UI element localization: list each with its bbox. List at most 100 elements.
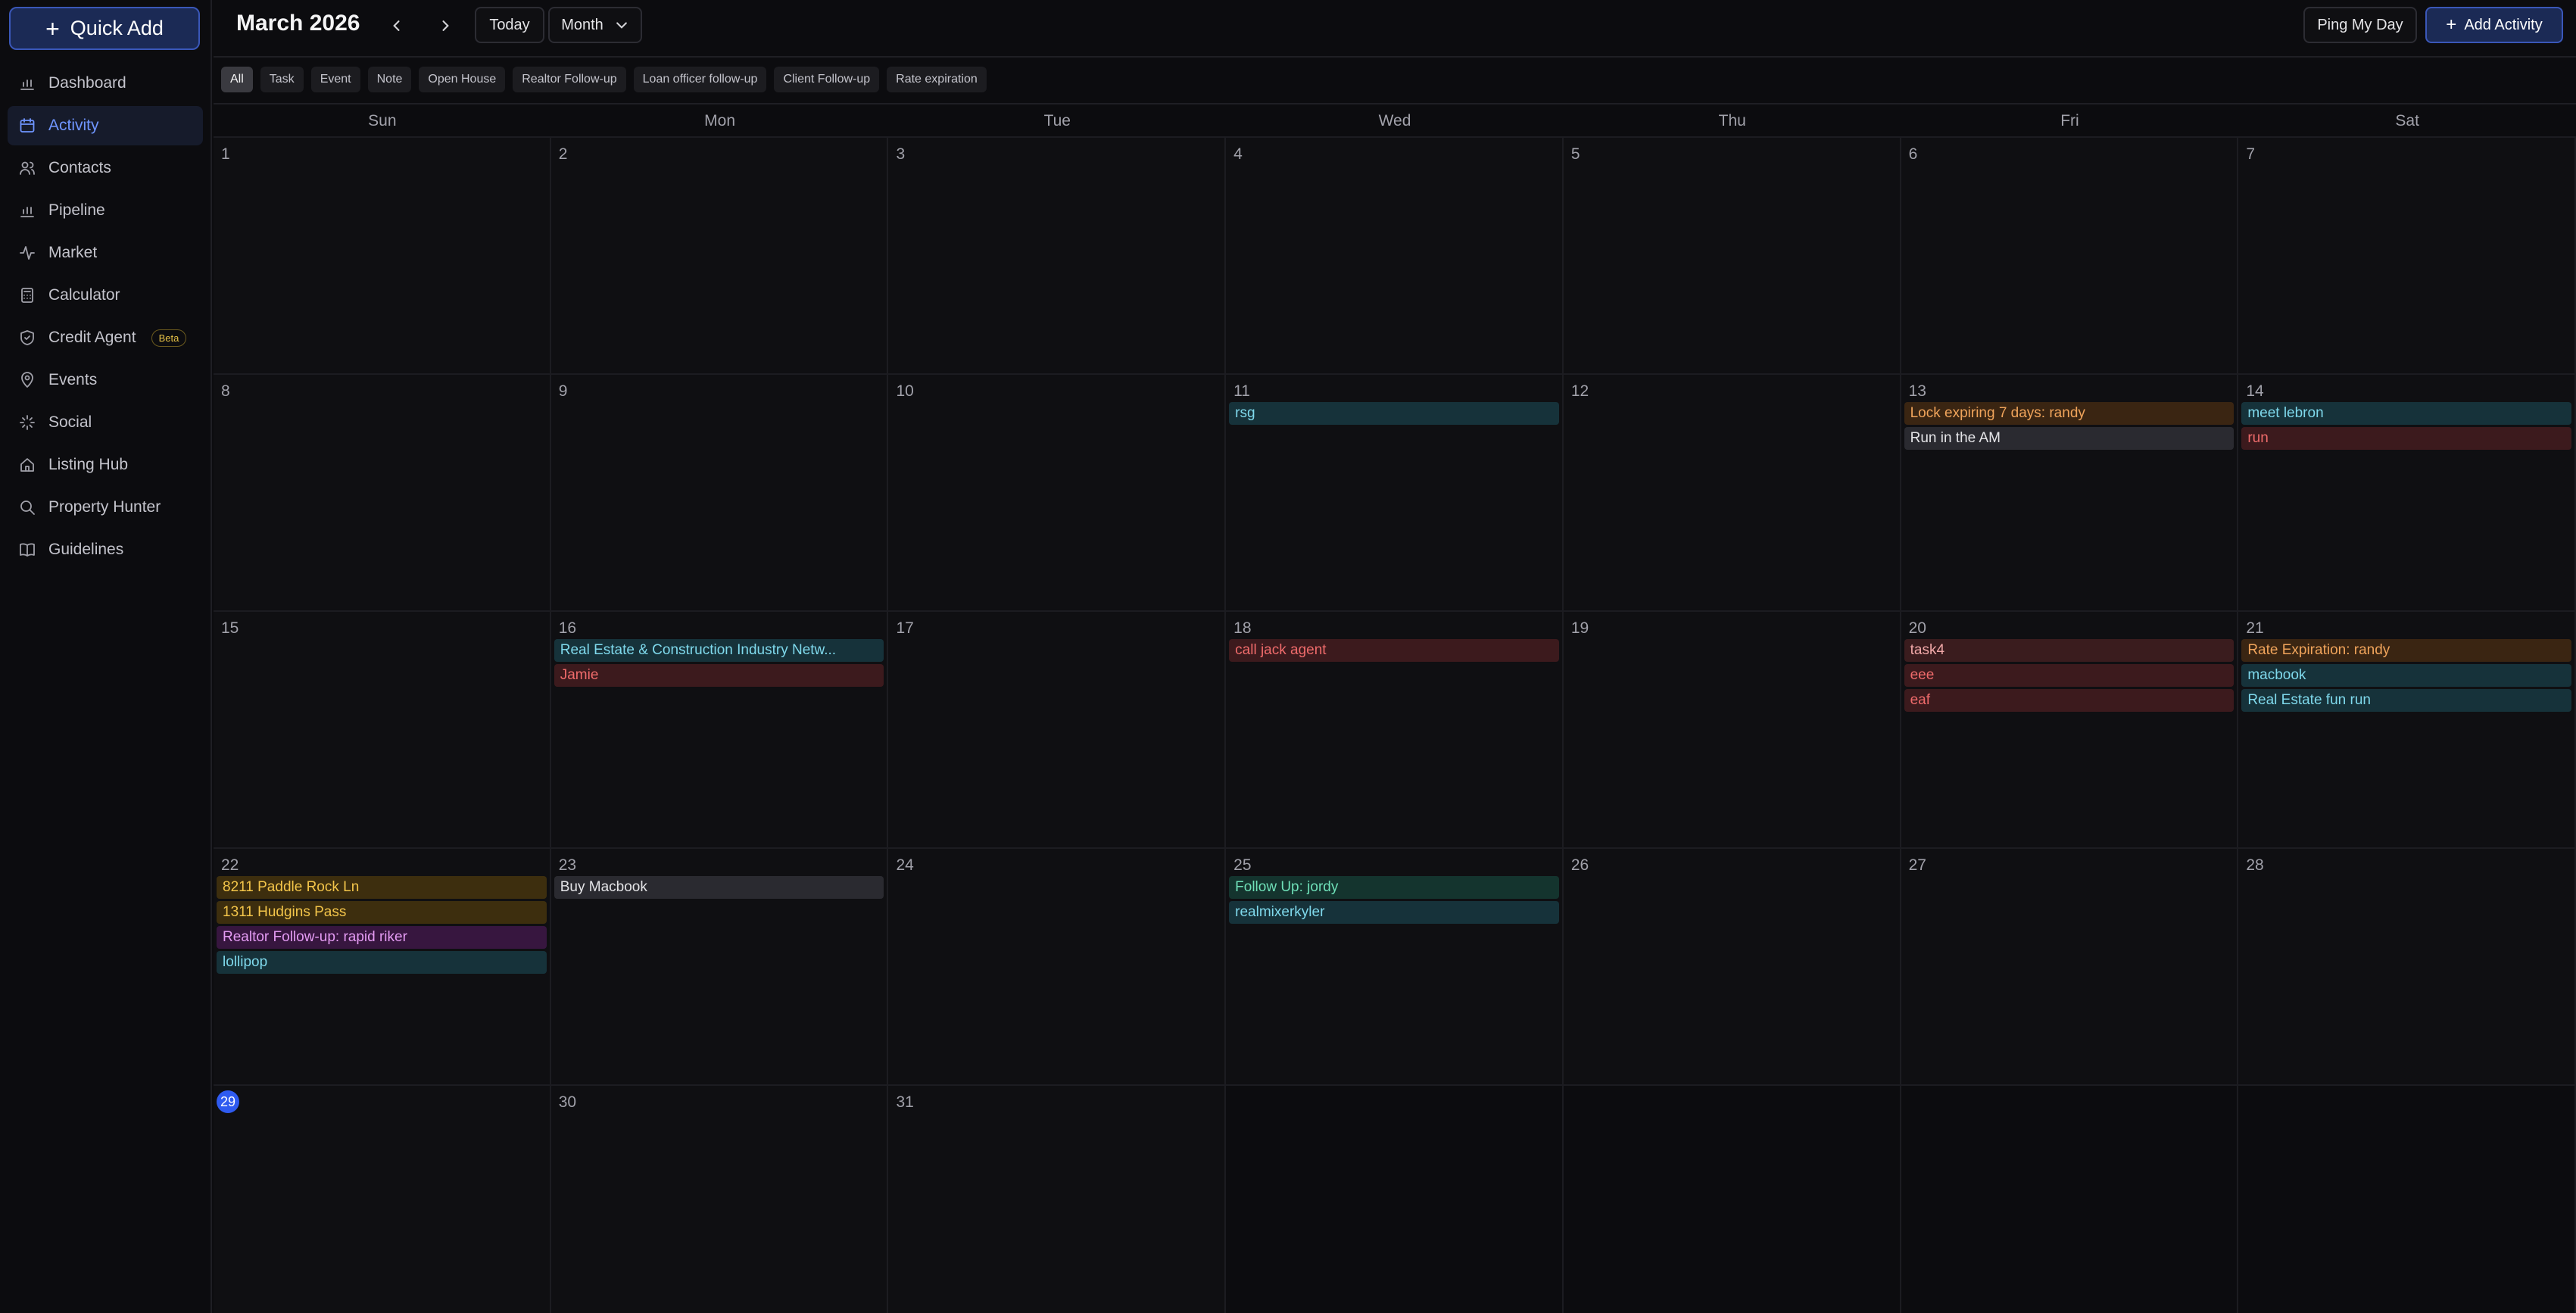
sidebar-item-market[interactable]: Market: [8, 233, 203, 273]
sidebar: + Quick Add Dashboard Activity Contacts Pip…: [0, 0, 212, 1313]
calendar-event[interactable]: meet lebron: [2241, 402, 2572, 425]
filter-chip-loan-officer-follow-up[interactable]: Loan officer follow-up: [633, 67, 767, 92]
next-month-button[interactable]: [430, 12, 460, 39]
calendar-day-cell[interactable]: 6: [1901, 138, 2239, 373]
calendar-day-cell: [1226, 1086, 1564, 1313]
filter-chip-open-house[interactable]: Open House: [419, 67, 506, 92]
calendar-event[interactable]: Jamie: [554, 664, 884, 687]
weekday-label: Thu: [1718, 112, 1746, 129]
filter-chip-client-follow-up[interactable]: Client Follow-up: [774, 67, 880, 92]
calendar-event[interactable]: realmixerkyler: [1229, 901, 1559, 924]
sidebar-item-label: Credit Agent: [48, 329, 136, 346]
calendar-day-cell[interactable]: 17: [888, 612, 1227, 847]
prev-month-button[interactable]: [382, 12, 412, 39]
add-activity-button[interactable]: + Add Activity: [2425, 7, 2563, 43]
calendar-event[interactable]: macbook: [2241, 664, 2572, 687]
plus-icon: +: [45, 14, 60, 42]
calendar-day-cell[interactable]: 2: [550, 138, 889, 373]
calendar-day-cell[interactable]: 16 Real Estate & Construction Industry Ne…: [550, 612, 889, 847]
day-number: 1: [221, 145, 230, 163]
calendar-day-cell[interactable]: 25 Follow Up: jordy realmixerkyler: [1226, 849, 1564, 1084]
calendar-week: 29 30 31: [214, 1084, 2576, 1313]
calendar-day-cell[interactable]: 23 Buy Macbook: [550, 849, 889, 1084]
sidebar-item-contacts[interactable]: Contacts: [8, 148, 203, 188]
calendar-day-cell[interactable]: 19: [1563, 612, 1901, 847]
calendar-day-cell[interactable]: 7: [2238, 138, 2576, 373]
sidebar-item-dashboard[interactable]: Dashboard: [8, 64, 203, 103]
calendar-event[interactable]: Follow Up: jordy: [1229, 876, 1559, 899]
calendar-day-cell[interactable]: 22 8211 Paddle Rock Ln 1311 Hudgins Pass Re…: [214, 849, 551, 1084]
today-button[interactable]: Today: [475, 7, 544, 43]
calendar-day-cell[interactable]: 9: [550, 375, 889, 610]
calendar-icon: [20, 118, 35, 133]
calendar-event[interactable]: 1311 Hudgins Pass: [217, 901, 547, 924]
calendar-event[interactable]: lollipop: [217, 951, 547, 974]
calendar-day-cell[interactable]: 1: [214, 138, 551, 373]
day-number: 24: [896, 856, 914, 874]
calendar-day-cell[interactable]: 13 Lock expiring 7 days: randy Run in the …: [1901, 375, 2239, 610]
filter-chip-rate-expiration[interactable]: Rate expiration: [887, 67, 987, 92]
sidebar-item-guidelines[interactable]: Guidelines: [8, 530, 203, 569]
calendar-event[interactable]: eee: [1904, 664, 2235, 687]
filter-chip-all[interactable]: All: [221, 67, 253, 92]
sidebar-item-activity[interactable]: Activity: [8, 106, 203, 145]
sidebar-item-label: Social: [48, 413, 92, 431]
calendar-day-cell[interactable]: 12: [1563, 375, 1901, 610]
activity-icon: [20, 246, 35, 260]
calendar-event[interactable]: Real Estate fun run: [2241, 689, 2572, 712]
calendar-day-cell[interactable]: 27: [1901, 849, 2239, 1084]
calendar-event[interactable]: Buy Macbook: [554, 876, 884, 899]
calendar-day-cell[interactable]: 8: [214, 375, 551, 610]
calendar-event[interactable]: rsg: [1229, 402, 1559, 425]
calendar-event[interactable]: Run in the AM: [1904, 427, 2235, 450]
calendar-day-cell[interactable]: 29: [214, 1086, 551, 1313]
day-number: 16: [558, 619, 577, 637]
calendar-event[interactable]: Lock expiring 7 days: randy: [1904, 402, 2235, 425]
day-events: Follow Up: jordy realmixerkyler: [1229, 876, 1559, 926]
calendar-day-cell[interactable]: 10: [888, 375, 1227, 610]
day-events: Real Estate & Construction Industry Netw…: [554, 639, 884, 689]
calendar-day-cell[interactable]: 18 call jack agent: [1226, 612, 1564, 847]
filter-chip-note[interactable]: Note: [367, 67, 412, 92]
calendar-event[interactable]: call jack agent: [1229, 639, 1559, 662]
calendar-day-cell[interactable]: 11 rsg: [1226, 375, 1564, 610]
calendar-day-cell[interactable]: 14 meet lebron run: [2238, 375, 2576, 610]
calendar-event[interactable]: Rate Expiration: randy: [2241, 639, 2572, 662]
sidebar-item-label: Contacts: [48, 159, 111, 176]
quick-add-button[interactable]: + Quick Add: [9, 7, 200, 50]
calendar-day-cell[interactable]: 31: [888, 1086, 1227, 1313]
filter-chip-realtor-follow-up[interactable]: Realtor Follow-up: [513, 67, 626, 92]
filter-bar: All Task Event Note Open House Realtor Follow…: [221, 67, 987, 94]
sidebar-item-events[interactable]: Events: [8, 360, 203, 400]
calendar-event[interactable]: eaf: [1904, 689, 2235, 712]
calendar-day-cell[interactable]: 15: [214, 612, 551, 847]
calendar-event[interactable]: run: [2241, 427, 2572, 450]
calendar-day-cell[interactable]: 28: [2238, 849, 2576, 1084]
calendar-event[interactable]: 8211 Paddle Rock Ln: [217, 876, 547, 899]
day-number: 27: [1908, 856, 1926, 874]
sidebar-item-social[interactable]: Social: [8, 403, 203, 442]
sidebar-item-pipeline[interactable]: Pipeline: [8, 191, 203, 230]
view-select[interactable]: Month: [548, 7, 642, 43]
calendar-event[interactable]: task4: [1904, 639, 2235, 662]
calendar-day-cell[interactable]: 5: [1563, 138, 1901, 373]
ping-my-day-button[interactable]: Ping My Day: [2303, 7, 2417, 43]
calendar-day-cell[interactable]: 26: [1563, 849, 1901, 1084]
calendar-day-cell[interactable]: 30: [550, 1086, 889, 1313]
sidebar-item-property-hunter[interactable]: Property Hunter: [8, 488, 203, 527]
calendar-day-cell[interactable]: 24: [888, 849, 1227, 1084]
calendar-day-cell[interactable]: 3: [888, 138, 1227, 373]
day-number: 3: [896, 145, 906, 163]
calendar-day-cell[interactable]: 4: [1226, 138, 1564, 373]
sidebar-item-credit-agent[interactable]: Credit Agent Beta: [8, 318, 203, 357]
sidebar-item-label: Activity: [48, 117, 99, 134]
calendar-week: 1 2 3 4 5 6 7: [214, 136, 2576, 373]
sidebar-item-calculator[interactable]: Calculator: [8, 276, 203, 315]
filter-chip-event[interactable]: Event: [310, 67, 360, 92]
filter-chip-task[interactable]: Task: [260, 67, 304, 92]
calendar-day-cell[interactable]: 21 Rate Expiration: randy macbook Real Esta…: [2238, 612, 2576, 847]
calendar-event[interactable]: Real Estate & Construction Industry Netw…: [554, 639, 884, 662]
sidebar-item-listing-hub[interactable]: Listing Hub: [8, 445, 203, 485]
calendar-event[interactable]: Realtor Follow-up: rapid riker: [217, 926, 547, 949]
calendar-day-cell[interactable]: 20 task4 eee eaf: [1901, 612, 2239, 847]
